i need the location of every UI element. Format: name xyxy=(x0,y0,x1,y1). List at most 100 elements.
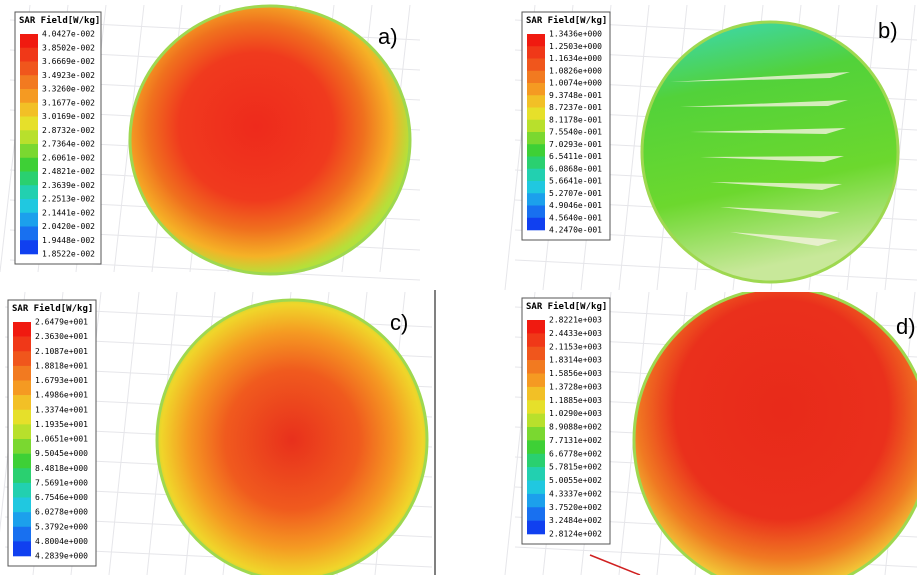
legend-tick-label: 1.4986e+001 xyxy=(35,391,88,400)
legend-tick-label: 4.2839e+000 xyxy=(35,552,88,561)
color-swatch xyxy=(20,47,38,62)
legend-tick-label: 3.1677e-002 xyxy=(42,98,95,107)
color-swatch xyxy=(13,351,31,367)
legend-tick-label: 8.1178e-001 xyxy=(549,115,602,124)
legend-tick-label: 2.1441e-002 xyxy=(42,208,95,217)
color-swatch xyxy=(527,386,545,401)
color-swatch xyxy=(527,46,545,59)
legend-tick-label: 1.0651e+001 xyxy=(35,435,88,444)
panels: SAR Field[W/kg] 4.0427e-002 3.8502e-002 3.6… xyxy=(0,4,917,575)
legend-tick-label: 2.6479e+001 xyxy=(35,318,88,327)
legend-tick-label: 1.3436e+000 xyxy=(549,30,602,39)
legend-tick-label: 7.5691e+000 xyxy=(35,478,88,487)
legend-tick-label: 7.7131e+002 xyxy=(549,436,602,445)
legend-title: SAR Field[W/kg] xyxy=(19,15,100,26)
color-swatch xyxy=(527,413,545,428)
legend-tick-label: 4.5640e-001 xyxy=(549,213,602,222)
color-swatch xyxy=(13,336,31,352)
legend-tick-label: 6.0278e+000 xyxy=(35,508,88,517)
color-swatch xyxy=(13,424,31,440)
legend-tick-label: 1.3728e+003 xyxy=(549,382,602,391)
legend-tick-label: 3.7520e+002 xyxy=(549,503,602,512)
sphere-field xyxy=(128,4,412,276)
color-swatch xyxy=(13,395,31,411)
legend-tick-label: 5.3792e+000 xyxy=(35,522,88,531)
legend-tick-label: 1.5856e+003 xyxy=(549,369,602,378)
color-swatch xyxy=(527,320,545,334)
legend-tick-label: 1.8818e+001 xyxy=(35,361,88,370)
field-streak xyxy=(700,156,844,162)
color-swatch xyxy=(527,360,545,374)
legend-tick-label: 6.7546e+000 xyxy=(35,493,88,502)
legend-tick-label: 7.0293e-001 xyxy=(549,140,602,149)
color-swatch xyxy=(527,346,545,361)
color-swatch xyxy=(20,102,38,117)
color-swatch xyxy=(527,520,545,535)
legend-tick-label: 5.2707e-001 xyxy=(549,189,602,198)
legend-tick-label: 4.3337e+002 xyxy=(549,489,602,498)
color-swatch xyxy=(13,526,31,542)
field-streak xyxy=(710,182,842,190)
legend-tick-label: 2.3639e-002 xyxy=(42,181,95,190)
legend-tick-label: 2.0420e-002 xyxy=(42,222,95,231)
legend-tick-label: 1.8522e-002 xyxy=(42,250,95,259)
color-swatch xyxy=(527,181,545,194)
mesh-line xyxy=(618,4,650,291)
legend-tick-label: 1.0826e+000 xyxy=(549,66,602,75)
panel-label: d) xyxy=(896,314,916,339)
color-swatch xyxy=(13,322,31,337)
legend-tick-label: 5.6641e-001 xyxy=(549,177,602,186)
color-swatch xyxy=(13,468,31,484)
legend-tick-label: 5.7815e+002 xyxy=(549,463,602,472)
legend-tick-label: 1.1885e+003 xyxy=(549,396,602,405)
color-swatch xyxy=(13,409,31,425)
color-swatch xyxy=(20,185,38,200)
legend-tick-label: 6.5411e-001 xyxy=(549,152,602,161)
color-swatch xyxy=(527,193,545,206)
field-streak xyxy=(690,128,846,134)
legend-tick-label: 2.7364e-002 xyxy=(42,140,95,149)
legend-tick-label: 1.1634e+000 xyxy=(549,54,602,63)
legend-tick-label: 2.1153e+003 xyxy=(549,342,602,351)
legend-tick-label: 6.6778e+002 xyxy=(549,449,602,458)
legend-tick-label: 9.5045e+000 xyxy=(35,449,88,458)
panel-label: b) xyxy=(878,18,898,43)
color-swatch xyxy=(13,365,31,381)
color-swatch xyxy=(20,89,38,104)
legend-tick-label: 6.0868e-001 xyxy=(549,164,602,173)
color-swatch xyxy=(20,240,38,255)
color-swatch xyxy=(13,541,31,557)
color-swatch xyxy=(527,70,545,84)
color-swatch xyxy=(20,130,38,145)
color-swatch xyxy=(20,212,38,227)
legend-tick-label: 2.2513e-002 xyxy=(42,195,95,204)
color-swatch xyxy=(20,34,38,49)
sphere-field xyxy=(155,298,429,575)
legend-tick-label: 2.6061e-002 xyxy=(42,153,95,162)
legend-tick-label: 3.0169e-002 xyxy=(42,112,95,121)
color-swatch xyxy=(527,467,545,481)
legend-tick-label: 2.1087e+001 xyxy=(35,347,88,356)
color-swatch xyxy=(527,493,545,508)
color-swatch xyxy=(527,427,545,441)
legend-tick-label: 4.9046e-001 xyxy=(549,201,602,210)
legend-tick-label: 2.8221e+003 xyxy=(549,316,602,325)
legend-tick-label: 1.2503e+000 xyxy=(549,42,602,51)
color-swatch xyxy=(527,507,545,521)
color-swatch xyxy=(13,512,31,528)
field-streak xyxy=(730,232,838,246)
color-swatch xyxy=(13,380,31,396)
sphere-field xyxy=(632,292,917,575)
color-swatch xyxy=(527,95,545,108)
legend-tick-label: 7.5540e-001 xyxy=(549,128,602,137)
legend-tick-label: 3.2484e+002 xyxy=(549,516,602,525)
legend-title: SAR Field[W/kg] xyxy=(526,301,607,312)
mesh-line xyxy=(108,291,140,575)
color-swatch xyxy=(527,58,545,72)
legend-tick-label: 1.1935e+001 xyxy=(35,420,88,429)
color-swatch xyxy=(20,199,38,214)
legend-tick-label: 2.8732e-002 xyxy=(42,126,95,135)
legend-tick-label: 1.9448e-002 xyxy=(42,236,95,245)
color-swatch xyxy=(527,333,545,348)
probe-line xyxy=(589,554,641,575)
